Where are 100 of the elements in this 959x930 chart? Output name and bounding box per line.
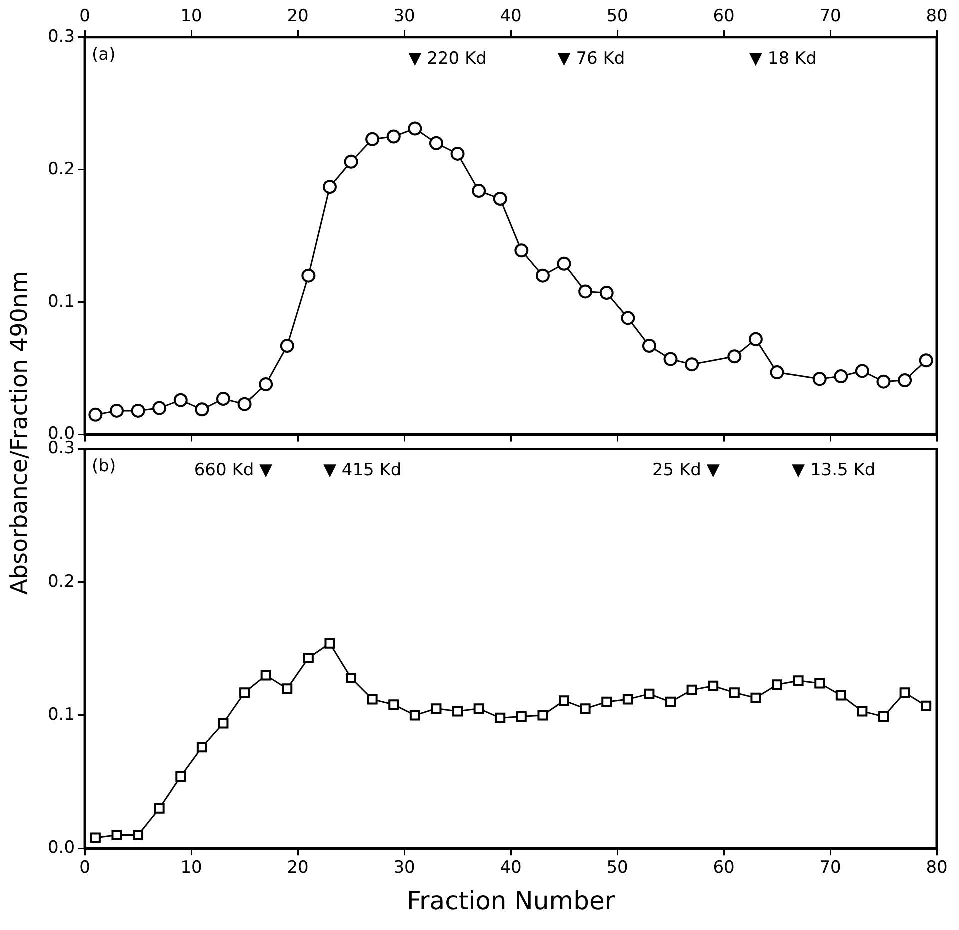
- point: [282, 684, 293, 694]
- point: [919, 354, 934, 368]
- y-tick-label: 0.2: [48, 159, 76, 180]
- x-tick-label: 0: [80, 6, 90, 27]
- point: [898, 373, 912, 388]
- point: [493, 192, 508, 206]
- point: [366, 132, 380, 146]
- y-axis-title: Absorbance/Fraction 490nm: [7, 270, 33, 597]
- point: [110, 404, 124, 418]
- point: [218, 718, 229, 729]
- annotation: ▼ 13.5 Kd: [792, 460, 876, 481]
- point: [431, 704, 442, 714]
- point: [728, 350, 742, 364]
- point: [176, 771, 186, 782]
- point: [836, 690, 846, 701]
- point: [88, 408, 103, 422]
- y-tick-label: 0.1: [48, 292, 76, 312]
- point: [855, 364, 870, 378]
- point: [386, 130, 401, 144]
- point: [876, 374, 891, 389]
- annotation: (b): [92, 456, 116, 477]
- annotation: 660 Kd ▼: [194, 460, 274, 481]
- point: [324, 638, 336, 649]
- point: [750, 692, 762, 704]
- point: [729, 688, 740, 698]
- point: [772, 680, 782, 690]
- annotation: ▼ 18 Kd: [749, 48, 817, 69]
- point: [322, 180, 337, 194]
- point: [472, 184, 486, 198]
- point: [770, 366, 784, 380]
- point: [857, 706, 868, 717]
- annotation: (a): [92, 44, 116, 65]
- annotation: ▼ 76 Kd: [558, 48, 626, 69]
- x-tick-label: 40: [500, 858, 522, 878]
- x-tick-label: 20: [287, 6, 309, 27]
- point: [834, 370, 848, 384]
- point: [216, 392, 230, 406]
- point: [621, 311, 636, 326]
- point: [260, 670, 272, 681]
- x-tick-label: 70: [820, 6, 842, 27]
- point: [154, 803, 165, 814]
- x-tick-label: 20: [287, 858, 309, 878]
- point: [557, 256, 572, 271]
- point: [450, 146, 465, 161]
- x-tick-label: 0: [80, 858, 90, 878]
- point: [514, 244, 529, 258]
- y-tick-label: 0.0: [48, 838, 76, 858]
- x-tick-label: 80: [926, 858, 948, 878]
- y-tick-label: 0.3: [48, 26, 76, 47]
- point: [664, 352, 678, 366]
- point: [685, 358, 700, 372]
- annotation: 25 Kd ▼: [652, 460, 721, 481]
- point: [708, 680, 719, 692]
- point: [303, 652, 314, 664]
- point: [814, 678, 826, 689]
- x-tick-label: 50: [606, 858, 628, 878]
- x-tick-label: 70: [820, 858, 842, 878]
- point: [240, 688, 250, 698]
- point: [900, 688, 910, 698]
- point: [578, 284, 593, 299]
- point: [878, 712, 889, 722]
- point: [410, 710, 420, 721]
- x-tick-label: 60: [713, 6, 735, 27]
- annotation: ▼ 220 Kd: [408, 48, 487, 69]
- x-tick-label: 40: [500, 6, 522, 27]
- point: [748, 332, 763, 346]
- x-tick-label: 30: [394, 6, 416, 27]
- point: [429, 136, 444, 150]
- point: [666, 696, 676, 708]
- point: [302, 268, 316, 283]
- point: [152, 401, 167, 416]
- point: [367, 694, 378, 705]
- point: [495, 712, 506, 724]
- point: [622, 694, 634, 705]
- point: [602, 696, 612, 708]
- point: [90, 832, 101, 844]
- point: [131, 404, 146, 418]
- point: [580, 704, 591, 714]
- point: [793, 676, 804, 686]
- point: [559, 696, 570, 706]
- point: [600, 286, 614, 300]
- point: [112, 830, 122, 841]
- point: [921, 700, 932, 712]
- point: [238, 397, 252, 412]
- x-tick-label: 80: [926, 6, 948, 27]
- point: [388, 700, 400, 710]
- x-tick-label: 10: [180, 6, 202, 27]
- point: [474, 704, 484, 714]
- point: [195, 402, 210, 417]
- point: [259, 377, 274, 392]
- x-tick-label: 60: [713, 858, 735, 878]
- x-tick-label: 10: [180, 858, 202, 878]
- point: [280, 339, 294, 354]
- point: [686, 684, 698, 696]
- x-tick-label: 30: [394, 858, 416, 878]
- point: [344, 154, 358, 169]
- point: [196, 742, 208, 753]
- annotation: ▼ 415 Kd: [323, 460, 402, 481]
- point: [538, 710, 548, 721]
- point: [174, 393, 188, 408]
